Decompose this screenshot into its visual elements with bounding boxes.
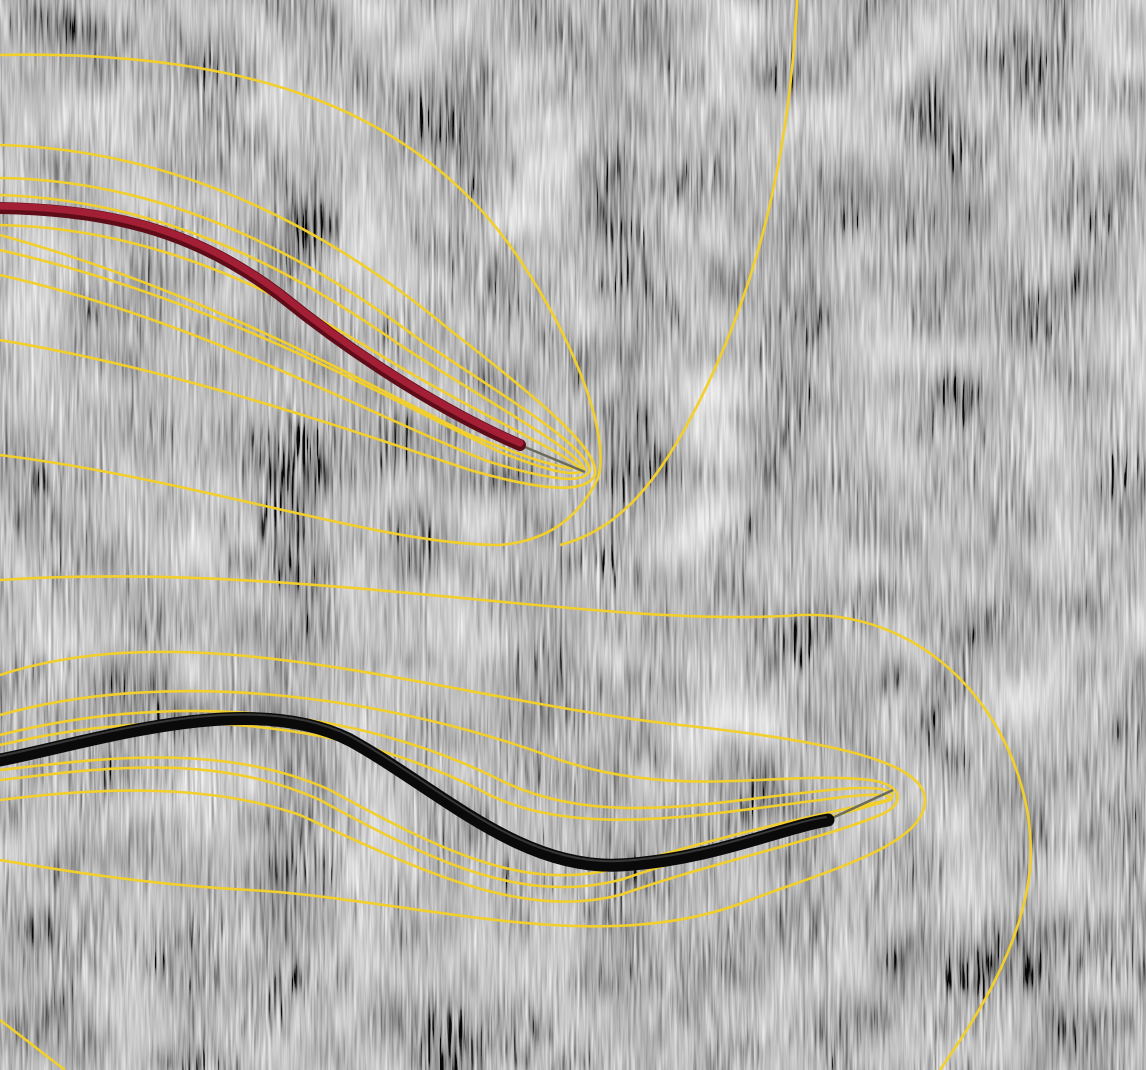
contour <box>0 721 891 877</box>
black-wire <box>0 711 894 872</box>
contour <box>0 53 602 547</box>
wire-insulation <box>0 202 524 447</box>
contour <box>0 143 597 490</box>
contour <box>0 575 1033 1070</box>
wire-insulation <box>0 711 835 872</box>
contour <box>0 193 587 475</box>
contour <box>0 176 592 481</box>
contour <box>0 650 927 928</box>
red-wire <box>0 202 586 474</box>
wire-tip <box>519 443 586 474</box>
contour-lines <box>0 0 1033 1070</box>
contour <box>0 1018 66 1070</box>
contour <box>0 689 899 903</box>
wire-highlight <box>0 713 827 863</box>
contour <box>559 0 799 547</box>
wire-tip <box>827 788 894 822</box>
contour <box>0 223 584 470</box>
